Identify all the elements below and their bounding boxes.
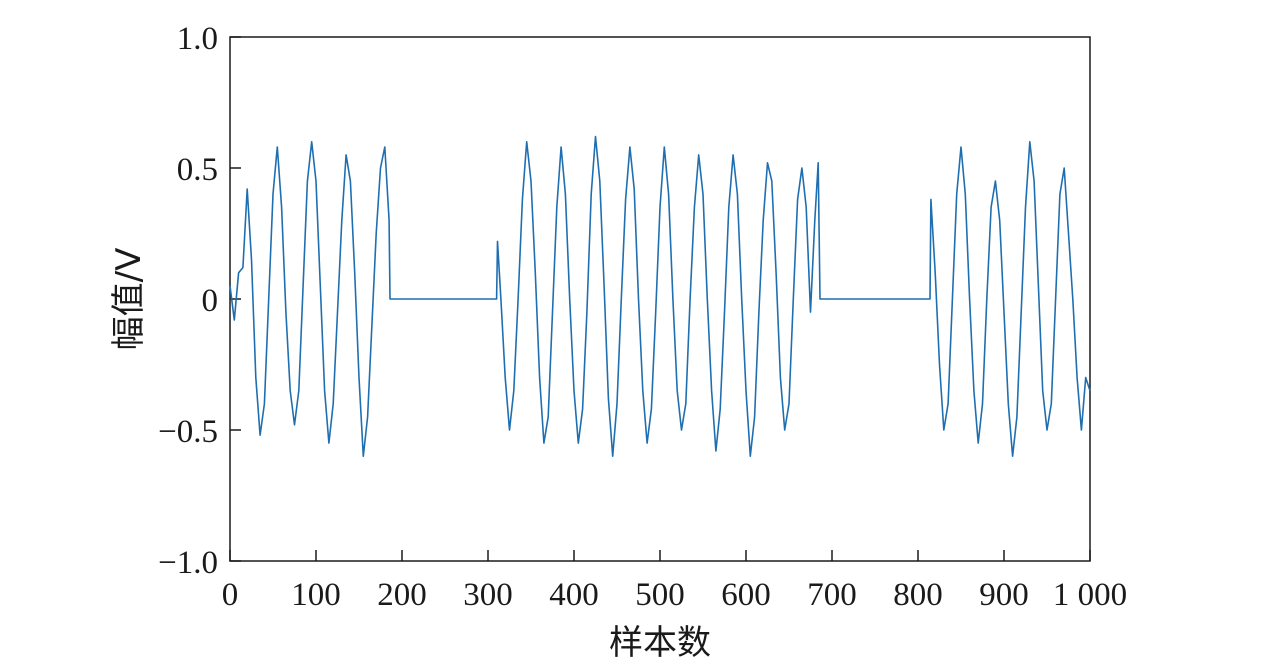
plot-frame: [229, 36, 1091, 562]
x-axis-label: 样本数: [609, 623, 711, 663]
x-tick-label: 0: [222, 577, 239, 613]
x-tick-label: 500: [635, 577, 685, 613]
y-tick-label: 0: [202, 283, 219, 319]
y-axis-label: 幅值/V: [109, 248, 149, 351]
x-ticks: 0 100 200 300 400 500 600 700 800 900 1 000: [222, 550, 1127, 613]
x-tick-label: 1 000: [1053, 577, 1127, 613]
x-tick-label: 600: [721, 577, 771, 613]
series-layer: [229, 135, 1091, 457]
y-ticks: 1.0 0.5 0 −0.5 −1.0: [158, 21, 241, 581]
plot-area: 0 100 200 300 400 500 600 700 800 900 1 000 1.0 0.5…: [158, 21, 1127, 613]
y-tick-label: −1.0: [158, 545, 218, 581]
x-tick-label: 200: [377, 577, 427, 613]
x-tick-label: 300: [463, 577, 513, 613]
x-tick-label: 400: [549, 577, 599, 613]
x-tick-label: 800: [893, 577, 943, 613]
y-tick-label: −0.5: [158, 414, 218, 450]
x-tick-label: 700: [807, 577, 857, 613]
y-tick-label: 1.0: [177, 21, 218, 57]
series-line: [229, 135, 1091, 457]
x-tick-label: 900: [979, 577, 1029, 613]
x-tick-label: 100: [291, 577, 341, 613]
y-tick-label: 0.5: [177, 152, 218, 188]
